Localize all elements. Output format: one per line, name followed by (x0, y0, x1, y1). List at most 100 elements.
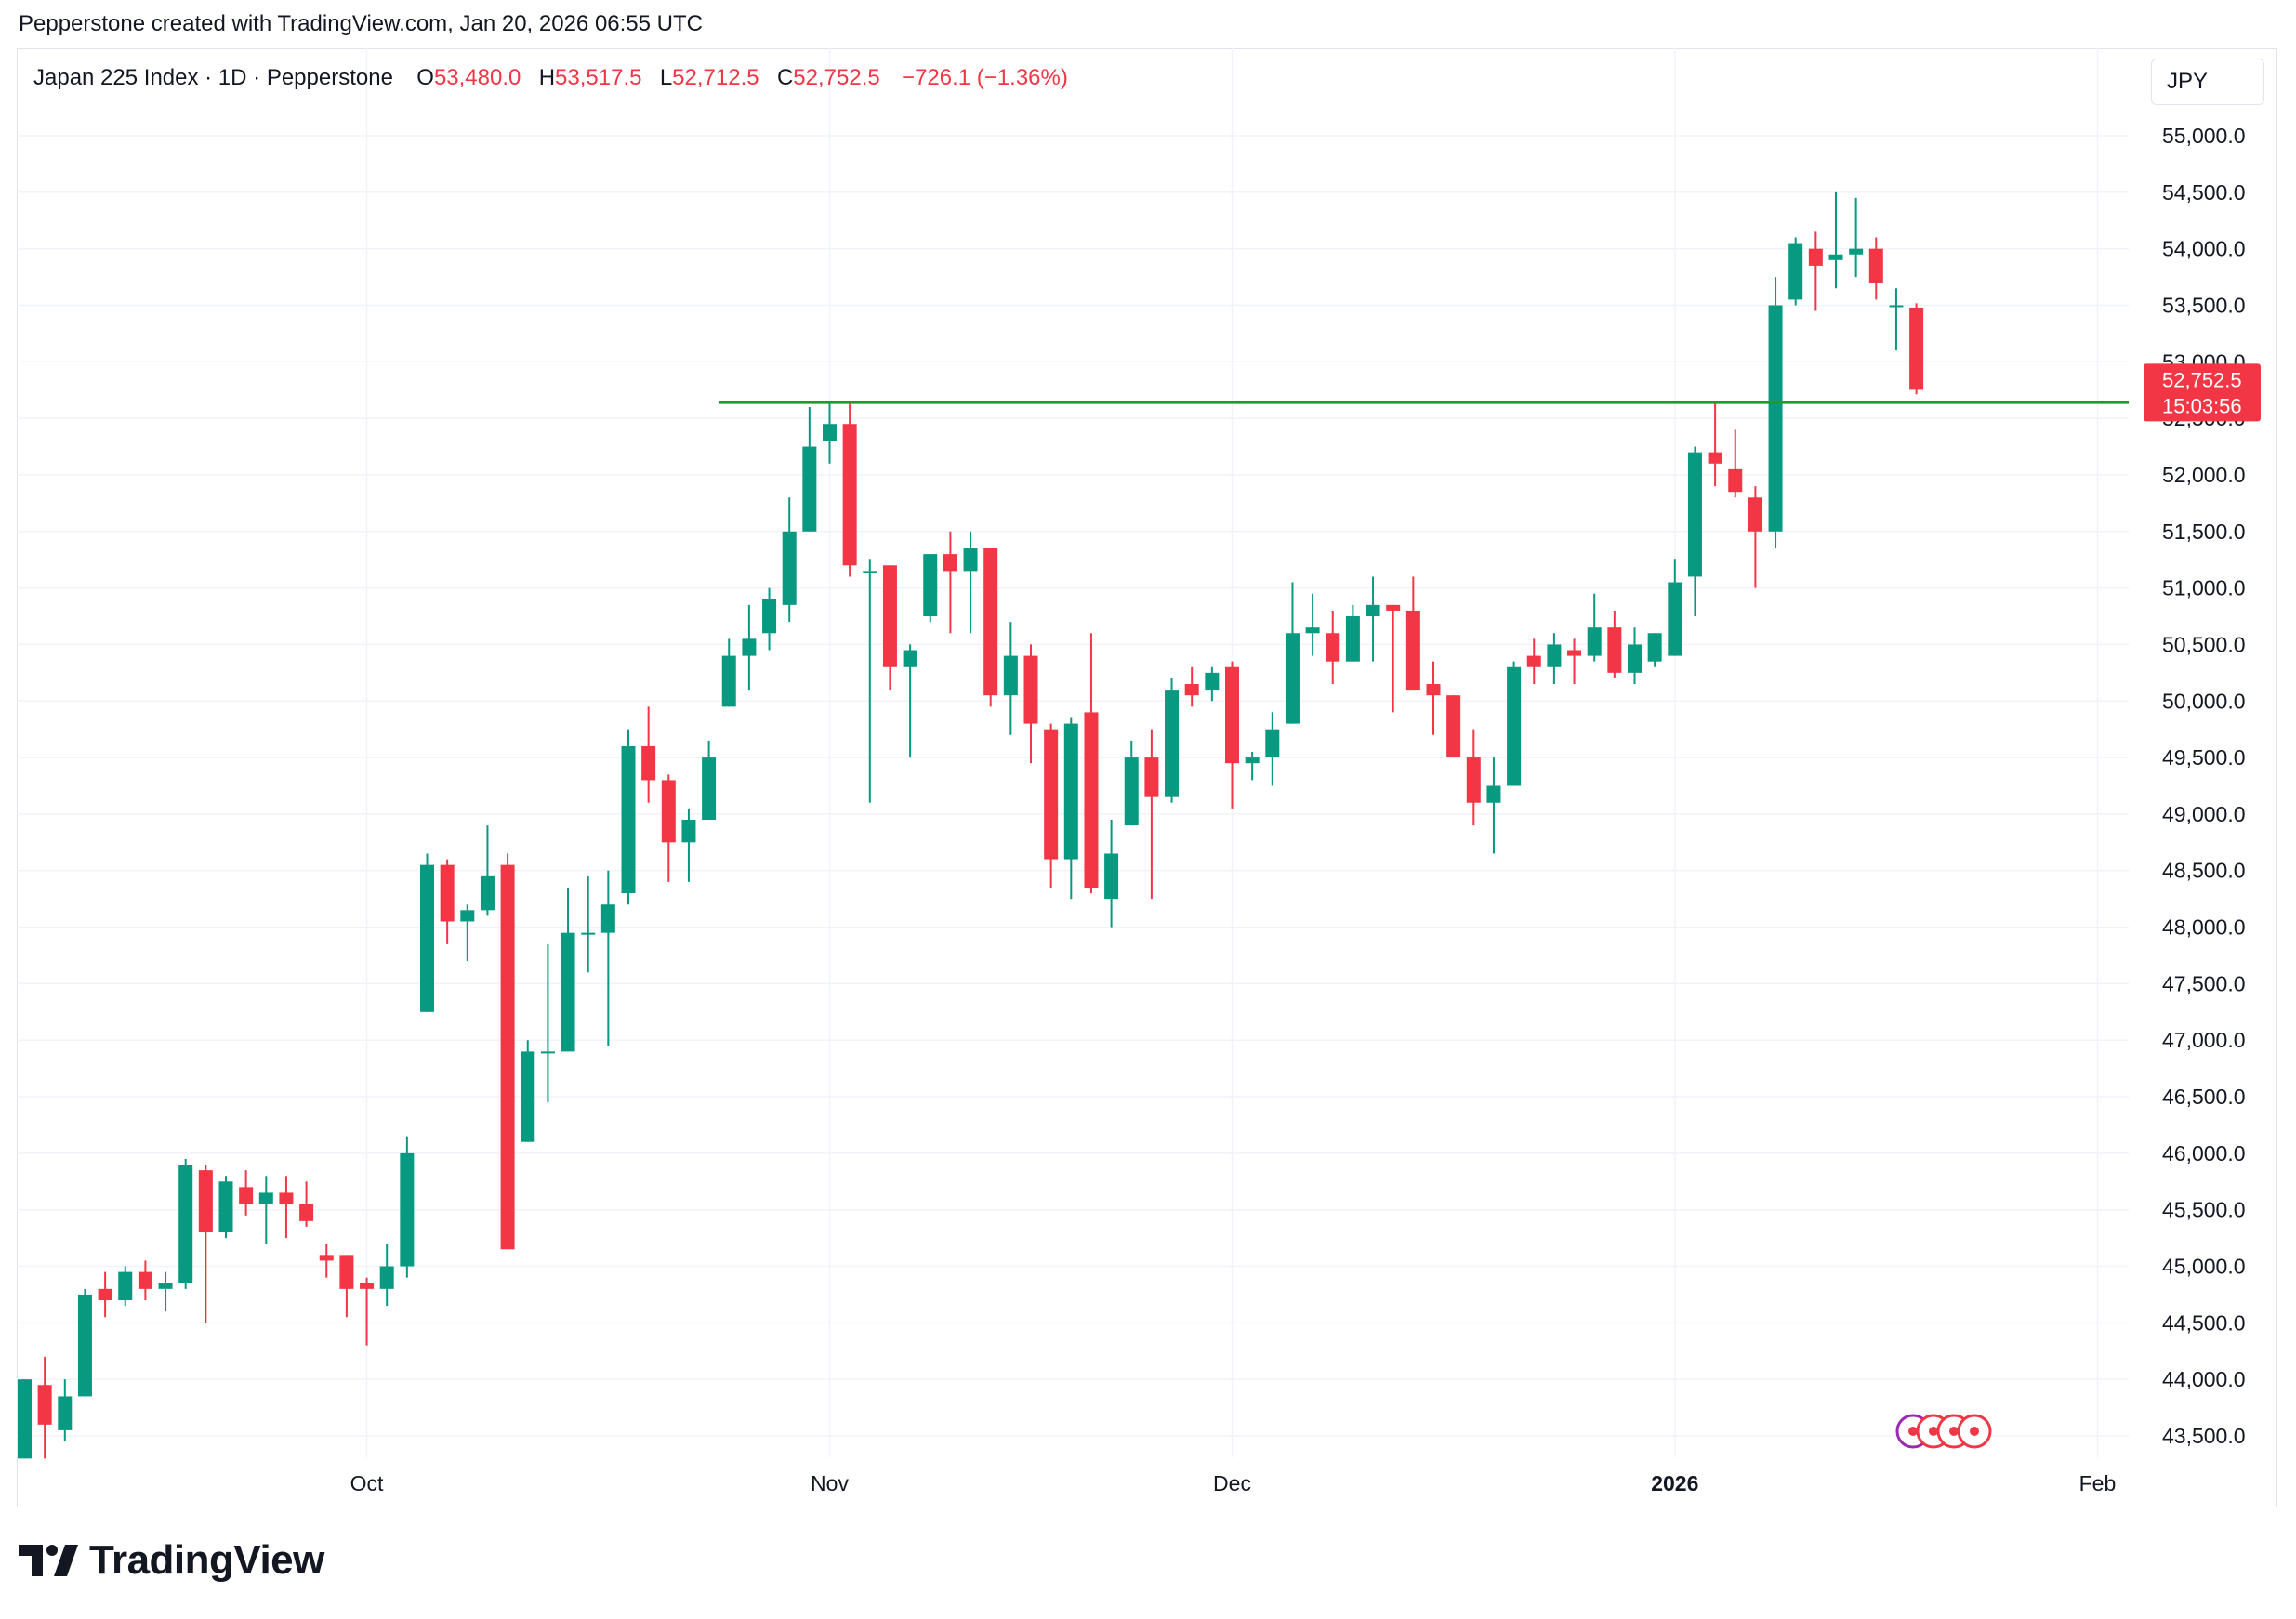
candle[interactable] (1063, 717, 1078, 900)
candle[interactable] (782, 497, 797, 623)
candle[interactable] (983, 548, 998, 707)
candle[interactable] (218, 1176, 233, 1239)
candle[interactable] (1305, 593, 1320, 656)
candle[interactable] (1405, 576, 1420, 691)
candle[interactable] (118, 1266, 133, 1307)
candle[interactable] (138, 1260, 152, 1301)
candle[interactable] (661, 774, 676, 882)
candle[interactable] (1345, 604, 1360, 662)
candle[interactable] (943, 531, 957, 634)
candle[interactable] (319, 1244, 334, 1278)
candle[interactable] (823, 401, 837, 464)
candle[interactable] (1628, 627, 1642, 685)
candle[interactable] (198, 1165, 213, 1323)
candle[interactable] (621, 729, 636, 905)
candle[interactable] (721, 638, 736, 707)
candle[interactable] (1567, 638, 1582, 685)
candle[interactable] (1868, 237, 1883, 300)
candle[interactable] (1366, 576, 1380, 662)
candle[interactable] (500, 853, 515, 1250)
candle[interactable] (1708, 401, 1722, 487)
candle[interactable] (1728, 429, 1743, 498)
candle[interactable] (600, 870, 615, 1046)
candle[interactable] (420, 853, 434, 1012)
candle[interactable] (863, 559, 877, 803)
candle[interactable] (1507, 661, 1522, 786)
candle[interactable] (1144, 729, 1159, 900)
candle[interactable] (1788, 237, 1803, 306)
candle[interactable] (742, 604, 757, 691)
candle[interactable] (561, 887, 575, 1052)
candle[interactable] (1124, 740, 1139, 826)
candle[interactable] (18, 1379, 32, 1459)
candle[interactable] (58, 1379, 73, 1442)
candle[interactable] (1526, 638, 1541, 685)
candle[interactable] (842, 401, 857, 577)
candle[interactable] (1003, 622, 1018, 735)
candle[interactable] (1023, 644, 1038, 764)
candle[interactable] (963, 531, 978, 634)
candle[interactable] (540, 943, 555, 1103)
candle[interactable] (1205, 666, 1220, 702)
candle[interactable] (1165, 678, 1180, 803)
candle[interactable] (1044, 723, 1059, 888)
candle[interactable] (681, 808, 696, 882)
candle[interactable] (339, 1255, 354, 1318)
candle[interactable] (98, 1271, 112, 1318)
candle[interactable] (279, 1176, 294, 1239)
candle[interactable] (1748, 486, 1762, 588)
symbol-legend[interactable]: Japan 225 Index · 1D · Pepperstone O53,4… (33, 65, 1068, 91)
candle[interactable] (460, 904, 475, 962)
candle[interactable] (1668, 559, 1682, 656)
candle[interactable] (1768, 277, 1783, 549)
candle[interactable] (299, 1181, 314, 1227)
currency-selector[interactable]: JPY (2151, 59, 2264, 105)
candle[interactable] (1386, 604, 1401, 713)
candle[interactable] (1426, 661, 1441, 735)
candle[interactable] (258, 1176, 273, 1244)
candle[interactable] (1849, 197, 1864, 278)
candle[interactable] (702, 740, 717, 820)
candle[interactable] (762, 587, 777, 651)
candle[interactable] (1184, 666, 1199, 707)
candle[interactable] (480, 825, 495, 916)
candle[interactable] (641, 706, 656, 803)
candle[interactable] (1446, 695, 1461, 758)
candle[interactable] (1607, 610, 1622, 678)
candle[interactable] (1225, 661, 1239, 809)
candle[interactable] (1889, 288, 1904, 351)
candle[interactable] (923, 554, 938, 623)
event-marker-icon[interactable] (1957, 1414, 1992, 1449)
candle[interactable] (1909, 303, 1924, 395)
symbol-name[interactable]: Japan 225 Index · 1D · Pepperstone (33, 65, 393, 90)
candle[interactable] (1326, 610, 1340, 685)
candle[interactable] (1687, 446, 1702, 617)
candle[interactable] (1647, 633, 1662, 667)
candle[interactable] (379, 1244, 394, 1307)
candle[interactable] (178, 1158, 193, 1289)
candle[interactable] (360, 1277, 375, 1346)
tradingview-branding[interactable]: TradingView (19, 1537, 324, 1584)
candle[interactable] (882, 565, 897, 691)
candle[interactable] (1265, 712, 1280, 786)
candle[interactable] (802, 406, 817, 532)
candle[interactable] (37, 1356, 52, 1459)
chart-pane[interactable] (17, 48, 2277, 1507)
candle[interactable] (158, 1271, 173, 1312)
candle[interactable] (1587, 593, 1602, 662)
candle[interactable] (440, 859, 455, 944)
candle[interactable] (1285, 582, 1300, 724)
candle[interactable] (1486, 757, 1501, 854)
candle[interactable] (1808, 231, 1823, 311)
candle[interactable] (77, 1288, 92, 1397)
candle[interactable] (521, 1040, 535, 1142)
candle[interactable] (581, 875, 596, 973)
candle[interactable] (1084, 633, 1099, 894)
candle[interactable] (1828, 191, 1843, 289)
candle[interactable] (1104, 819, 1119, 928)
candle[interactable] (903, 644, 917, 758)
candle[interactable] (1547, 633, 1562, 685)
candle[interactable] (239, 1170, 254, 1216)
candle[interactable] (1466, 729, 1481, 826)
